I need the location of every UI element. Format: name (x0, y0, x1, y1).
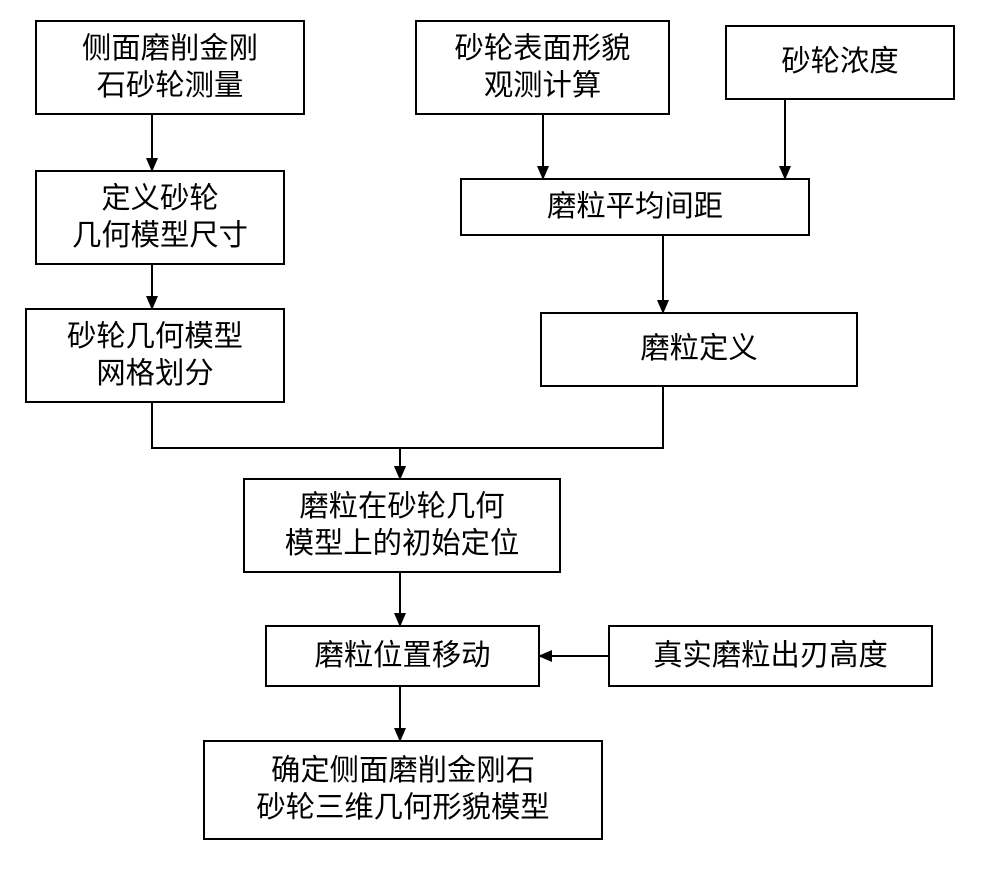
flow-node-label: 砂轮浓度 (781, 44, 898, 81)
flow-node-b2: 砂轮表面形貌观测计算 (415, 20, 670, 115)
flow-node-b9: 磨粒位置移动 (265, 625, 540, 687)
flow-node-label: 磨粒平均间距 (547, 189, 723, 226)
flow-node-label: 磨粒在砂轮几何模型上的初始定位 (285, 489, 520, 562)
flow-node-b1: 侧面磨削金刚石砂轮测量 (35, 20, 305, 115)
flow-node-b7: 磨粒定义 (540, 312, 858, 387)
flow-node-label: 砂轮几何模型网格划分 (67, 319, 243, 392)
flow-node-label: 定义砂轮几何模型尺寸 (72, 181, 248, 254)
flow-edge-b6-b8 (152, 403, 400, 478)
flow-node-b4: 定义砂轮几何模型尺寸 (35, 170, 285, 265)
flow-node-label: 砂轮表面形貌观测计算 (455, 31, 631, 104)
flow-node-label: 真实磨粒出刃高度 (653, 638, 888, 675)
flow-node-b6: 砂轮几何模型网格划分 (25, 308, 285, 403)
flow-edge-b7-b8 (400, 387, 663, 478)
flow-node-b10: 真实磨粒出刃高度 (608, 625, 933, 687)
flow-node-label: 磨粒定义 (640, 331, 757, 368)
flow-node-b8: 磨粒在砂轮几何模型上的初始定位 (243, 478, 561, 573)
flow-node-label: 侧面磨削金刚石砂轮测量 (82, 31, 258, 104)
flow-node-b3: 砂轮浓度 (725, 25, 955, 100)
flow-node-b5: 磨粒平均间距 (460, 178, 810, 236)
flow-node-label: 确定侧面磨削金刚石砂轮三维几何形貌模型 (256, 753, 549, 826)
flow-node-b11: 确定侧面磨削金刚石砂轮三维几何形貌模型 (203, 740, 603, 840)
flow-node-label: 磨粒位置移动 (315, 638, 491, 675)
